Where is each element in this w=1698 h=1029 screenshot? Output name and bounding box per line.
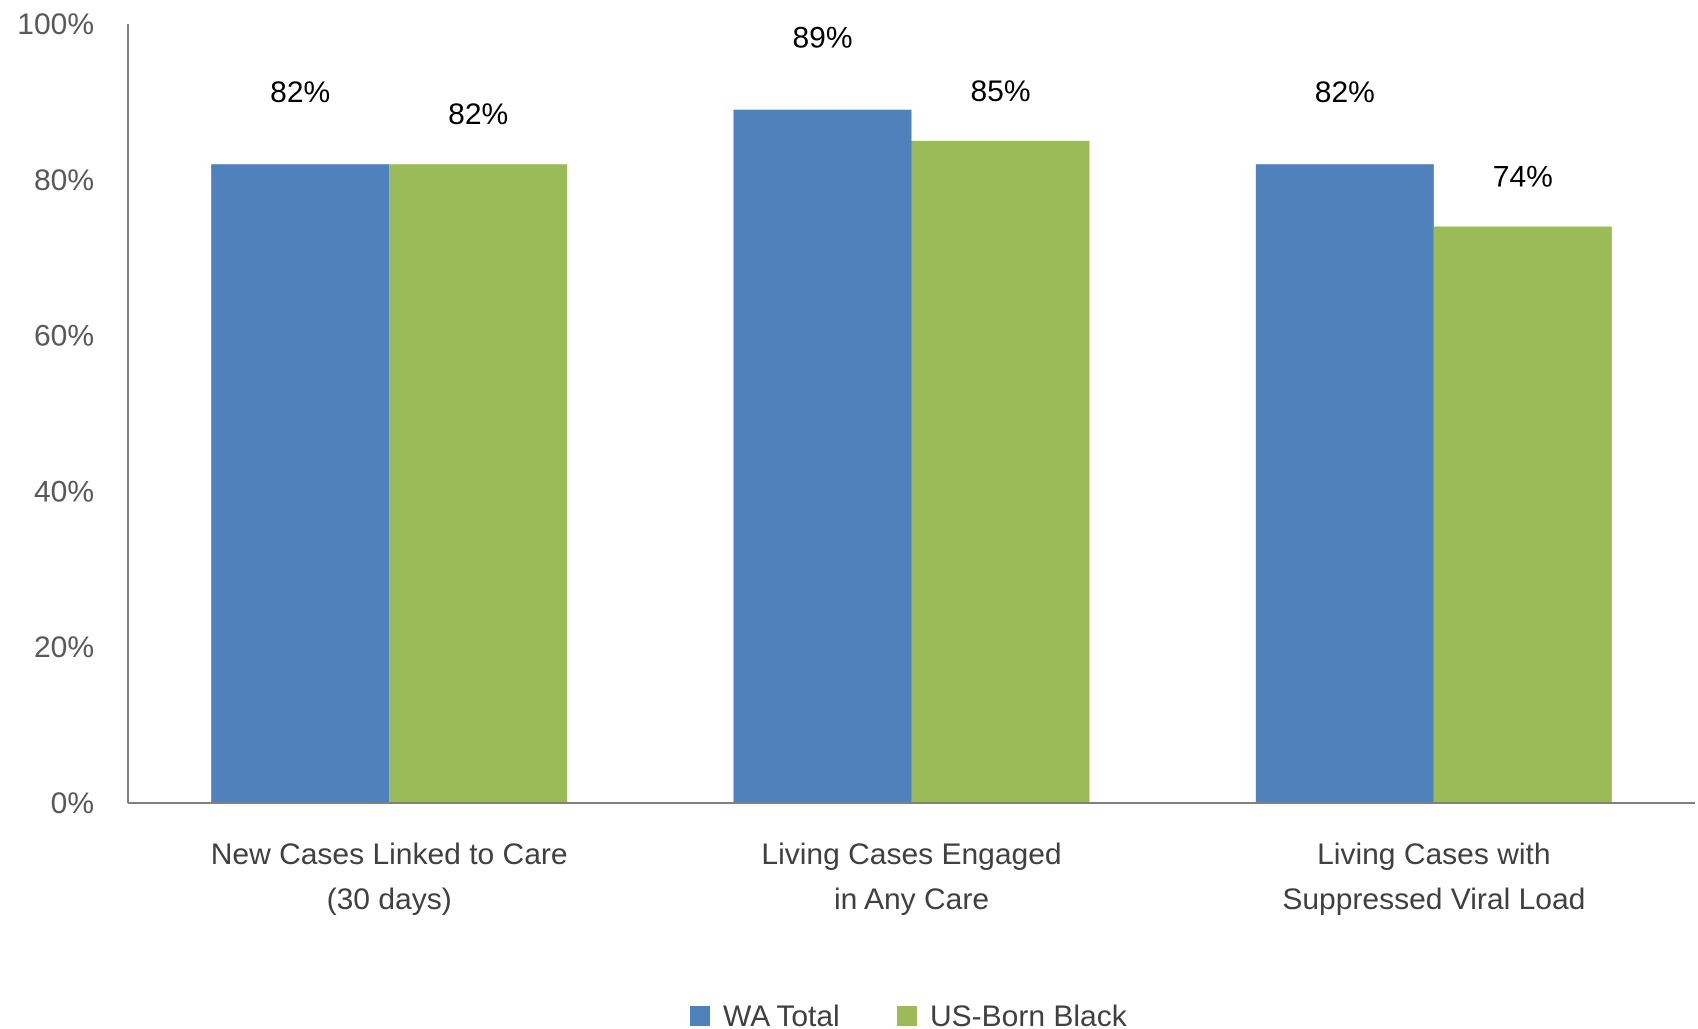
y-tick-label: 100% — [17, 8, 94, 41]
bar-us-born-black — [911, 140, 1090, 804]
bars — [211, 109, 1612, 804]
y-tick-label: 20% — [34, 631, 94, 664]
legend-swatch — [897, 1006, 917, 1026]
x-category-label: Suppressed Viral Load — [1282, 883, 1585, 916]
bar-us-born-black — [1433, 226, 1612, 804]
data-label: 74% — [1493, 161, 1553, 194]
bar-wa-total — [1255, 164, 1434, 804]
y-axis: 0% 20% 40% 60% 80% 100% — [17, 8, 129, 820]
x-category-label: in Any Care — [834, 883, 989, 916]
legend-label: US-Born Black — [930, 1000, 1128, 1029]
bar-wa-total — [211, 164, 390, 804]
x-axis: New Cases Linked to Care (30 days) Living … — [128, 802, 1695, 916]
data-label: 82% — [1315, 76, 1375, 109]
y-tick-label: 60% — [34, 320, 94, 353]
legend-label: WA Total — [723, 1000, 840, 1029]
x-category-label: (30 days) — [327, 883, 452, 916]
data-label: 89% — [792, 22, 852, 55]
data-label: 82% — [448, 98, 508, 131]
x-category-label: Living Cases with — [1317, 838, 1550, 871]
y-tick-label: 0% — [51, 787, 94, 820]
y-tick-label: 80% — [34, 164, 94, 197]
bar-us-born-black — [389, 164, 568, 804]
data-labels: 82% 82% 89% 85% 82% 74% — [270, 22, 1553, 194]
legend-swatch — [690, 1006, 710, 1026]
y-tick-label: 40% — [34, 475, 94, 508]
x-category-label: Living Cases Engaged — [761, 838, 1061, 871]
data-label: 82% — [270, 76, 330, 109]
x-category-label: New Cases Linked to Care — [211, 838, 568, 871]
legend: WA Total US-Born Black — [690, 1000, 1128, 1029]
data-label: 85% — [970, 75, 1030, 108]
bar-wa-total — [733, 109, 912, 803]
